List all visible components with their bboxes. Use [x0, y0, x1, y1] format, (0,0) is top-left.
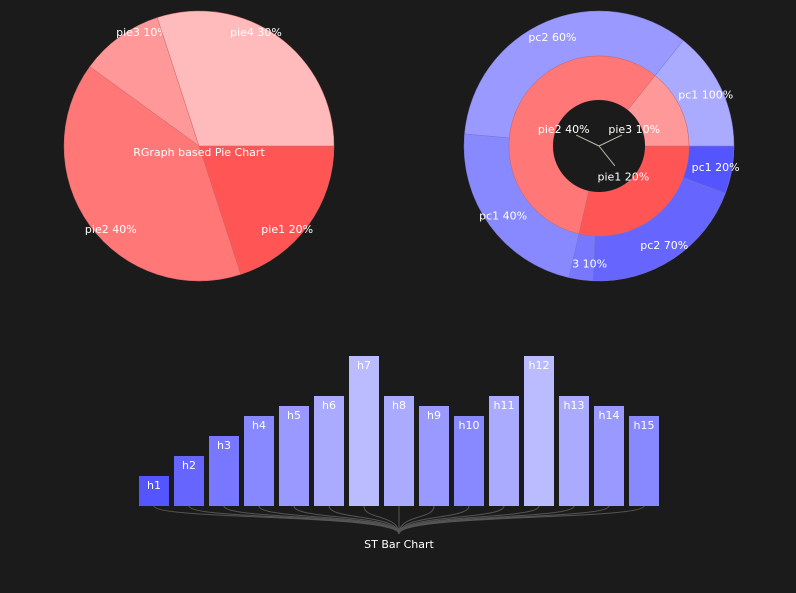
bar-connector	[328, 505, 400, 535]
bar	[559, 396, 589, 506]
bar	[524, 356, 554, 506]
bar-label: h9	[427, 409, 441, 422]
ring-label: pc1 40%	[479, 210, 527, 223]
bar-label: h3	[217, 439, 231, 452]
bar-label: h10	[459, 419, 480, 432]
bar-connector	[398, 505, 645, 535]
bar	[139, 476, 169, 506]
slice-label: pie2 40%	[85, 223, 137, 236]
bar	[209, 436, 239, 506]
pie-slice	[89, 17, 200, 147]
bar	[489, 396, 519, 506]
bar-label: h8	[392, 399, 406, 412]
bar-connector	[398, 505, 610, 535]
bar-label: h14	[599, 409, 620, 422]
pie-slice	[156, 10, 335, 147]
bar	[629, 416, 659, 506]
bar	[244, 416, 274, 506]
ring-label: pc2 60%	[528, 31, 576, 44]
bar-label: h2	[182, 459, 196, 472]
inner-label: pie2 40%	[538, 123, 590, 136]
bar	[174, 456, 204, 506]
chart-title: ST Bar Chart	[364, 538, 434, 551]
slice-label: pie4 30%	[230, 26, 282, 39]
pie-chart: pie1 20% pie2 40% pie3 10% pie4 30% RGraph b…	[63, 10, 335, 282]
inner-label: pie1 20%	[597, 171, 649, 184]
bar	[454, 416, 484, 506]
bar-label: h1	[147, 479, 161, 492]
bar-connector	[153, 505, 400, 535]
label-leader-line	[575, 134, 600, 147]
slice-label: pie3 10%	[116, 26, 168, 39]
bar-connector	[293, 505, 400, 535]
bar-label: h12	[529, 359, 550, 372]
pie-slice	[63, 66, 242, 282]
bar-label: h11	[494, 399, 515, 412]
bar	[384, 396, 414, 506]
inner-label: pie3 10%	[608, 123, 660, 136]
bar-connector	[398, 505, 470, 535]
bar-connector	[258, 505, 400, 535]
inner-ring-segment	[578, 145, 690, 237]
label-leader-line	[598, 134, 623, 147]
label-leader-line	[598, 145, 616, 167]
bar	[594, 406, 624, 506]
nested-pie-chart: pc1 20%pc2 70%pc3 10%pc1 40%pc2 60%pc1 1…	[463, 10, 740, 282]
bar-connector	[223, 505, 400, 535]
bar-connector	[398, 505, 435, 535]
bar-label: h4	[252, 419, 266, 432]
bar-label: h7	[357, 359, 371, 372]
ring-label: pc2 70%	[640, 239, 688, 252]
bar	[314, 396, 344, 506]
bar-label: h5	[287, 409, 301, 422]
ring-label: pc1 20%	[692, 161, 740, 174]
bar-connector	[188, 505, 400, 535]
slice-label: pie1 20%	[261, 223, 313, 236]
bar	[419, 406, 449, 506]
chart-title: RGraph based Pie Chart	[133, 146, 265, 159]
bar-label: h6	[322, 399, 336, 412]
bar-label: h13	[564, 399, 585, 412]
pie-slice	[198, 145, 335, 275]
ring-label: pc1 100%	[678, 89, 733, 102]
bar	[349, 356, 379, 506]
bar-chart: h1 h2 h3 h4 h5 h6 h7 h8 h9 h10 h11 h12 h13 h14 h15 ST B…	[139, 356, 659, 551]
bar	[279, 406, 309, 506]
bar-connector	[363, 505, 400, 535]
bar-label: h15	[634, 419, 655, 432]
